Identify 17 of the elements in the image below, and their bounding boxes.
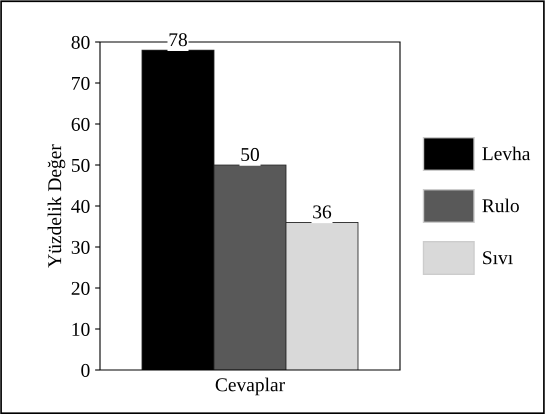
y-tick-label: 30 — [72, 240, 90, 254]
legend-label: Rulo — [482, 198, 519, 212]
legend-label: Sıvı — [483, 251, 513, 264]
y-tick-label: 50 — [72, 158, 90, 172]
y-tick-label: 70 — [72, 76, 90, 90]
y-tick-label: 40 — [71, 200, 90, 213]
data-label: 36 — [313, 205, 332, 218]
x-axis-title: Cevaplar — [216, 378, 285, 396]
y-tick-label: 10 — [72, 322, 90, 336]
y-tick-label: 60 — [72, 118, 90, 131]
y-tick-label: 20 — [72, 282, 90, 295]
data-label: 50 — [241, 148, 259, 162]
legend-label: Levha — [482, 146, 530, 160]
data-label: 78 — [170, 33, 187, 46]
y-tick-label: 80 — [72, 36, 90, 49]
y-tick-label: 0 — [81, 364, 90, 377]
y-axis-title: Yüzdelik Değer — [48, 144, 66, 268]
